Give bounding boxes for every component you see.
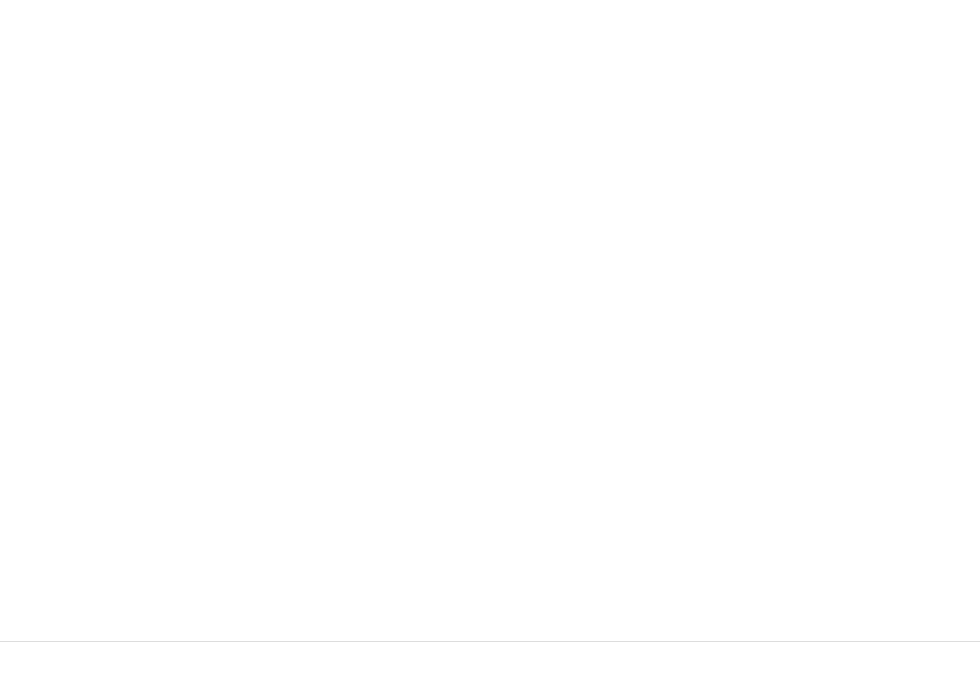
legend: [27, 67, 347, 93]
legend-tick-labels: [27, 90, 345, 114]
choropleth-map: [0, 148, 980, 638]
footer-divider: [0, 641, 980, 642]
us-states-svg: [0, 148, 980, 638]
legend-swatches: [27, 67, 345, 89]
